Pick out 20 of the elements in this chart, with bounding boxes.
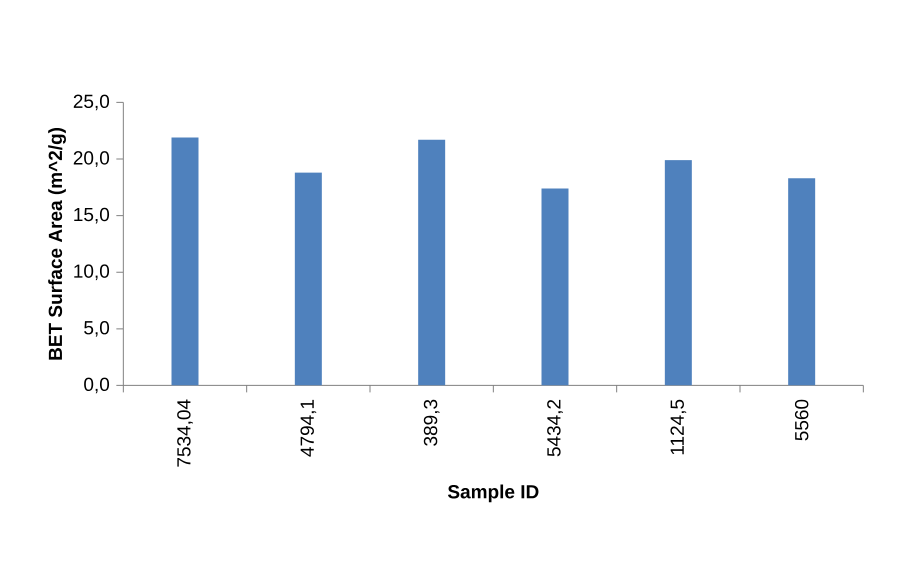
bar — [418, 140, 446, 386]
bar — [788, 178, 816, 386]
x-axis-title: Sample ID — [448, 484, 538, 502]
x-tick-label: 5434,2 — [547, 400, 563, 456]
bar — [294, 172, 322, 386]
x-tick-label: 4794,1 — [300, 400, 316, 457]
y-axis-title: BET Surface Area (m^2/g) — [48, 128, 66, 360]
y-tick-label: 20,0 — [74, 151, 110, 167]
y-tick-label: 5,0 — [84, 320, 110, 337]
bar — [172, 138, 198, 386]
x-tick-label: 389,3 — [424, 400, 440, 446]
x-tick-label: 7534,04 — [177, 400, 193, 467]
y-tick-label: 10,0 — [74, 264, 110, 280]
bar — [664, 160, 692, 386]
x-tick-label: 1124,5 — [670, 400, 686, 454]
x-tick-label: 5560 — [794, 400, 808, 440]
y-tick-label: 15,0 — [74, 208, 110, 224]
bar — [542, 188, 568, 386]
y-tick-label: 0,0 — [84, 378, 110, 394]
y-tick-label: 25,0 — [74, 94, 110, 110]
